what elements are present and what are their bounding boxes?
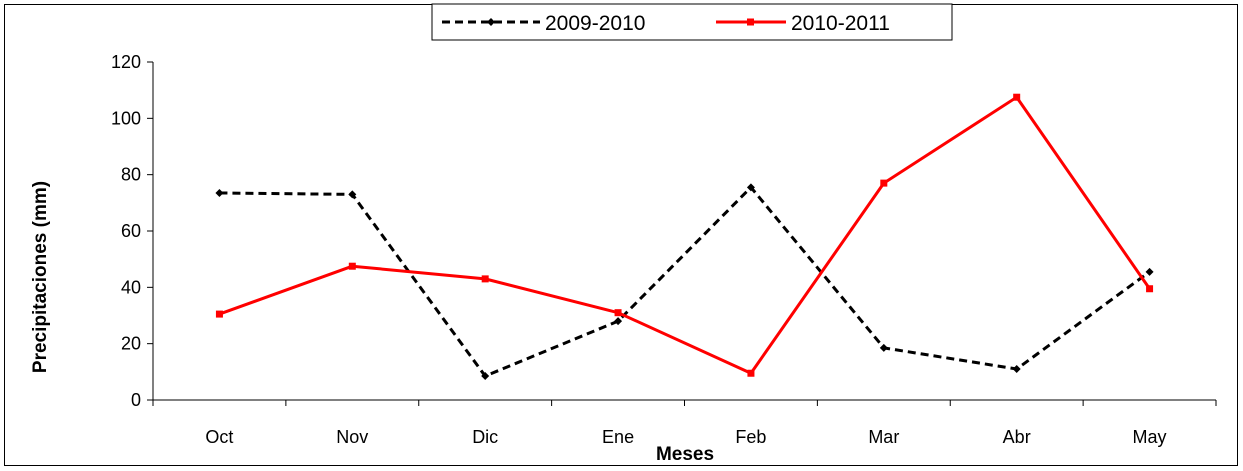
y-tick-label: 100 xyxy=(111,108,141,128)
data-point xyxy=(481,275,489,283)
data-point xyxy=(614,317,623,326)
data-point xyxy=(215,310,223,318)
x-tick-label: Feb xyxy=(735,427,766,447)
y-tick-label: 20 xyxy=(121,334,141,354)
data-point xyxy=(348,190,357,199)
legend-marker-2010-2011 xyxy=(747,18,754,26)
y-axis-title: Precipitaciones (mm) xyxy=(30,181,51,373)
x-tick-label: Mar xyxy=(868,427,899,447)
y-tick-label: 0 xyxy=(131,390,141,410)
data-point xyxy=(1145,267,1154,276)
y-tick-label: 120 xyxy=(111,52,141,72)
axes: 0 20 40 60 80 100 120 Oct Nov Dic Ene Feb Mar Abr May xyxy=(111,52,1217,447)
legend-box xyxy=(431,3,953,41)
data-point xyxy=(614,309,622,317)
x-tick-label: Dic xyxy=(472,427,498,447)
series-line-2009-2010 xyxy=(219,185,1151,378)
legend-label-2009-2010: 2009-2010 xyxy=(545,12,645,35)
data-point xyxy=(1013,93,1021,101)
y-tick-label: 40 xyxy=(121,277,141,297)
chart-frame xyxy=(4,4,1238,466)
data-point xyxy=(1012,365,1021,374)
legend: 2009-2010 2010-2011 xyxy=(431,3,953,41)
series-line-2010-2011 xyxy=(218,95,1151,375)
data-point xyxy=(880,179,888,187)
x-tick-label: Abr xyxy=(1003,427,1031,447)
y-tick-label: 80 xyxy=(121,165,141,185)
data-point xyxy=(348,262,356,270)
x-tick-label: Nov xyxy=(336,427,368,447)
x-tick-label: Ene xyxy=(602,427,634,447)
legend-label-2010-2011: 2010-2011 xyxy=(791,12,890,35)
data-point xyxy=(481,372,490,381)
data-point xyxy=(747,369,755,377)
data-point xyxy=(879,343,888,352)
legend-marker-2009-2010 xyxy=(487,18,495,26)
data-point xyxy=(215,188,224,197)
plot-area xyxy=(215,93,1154,381)
data-point xyxy=(746,183,755,192)
x-tick-label: May xyxy=(1133,427,1167,447)
x-axis-title: Meses xyxy=(656,444,714,465)
data-point xyxy=(1146,285,1154,293)
y-tick-label: 60 xyxy=(121,221,141,241)
x-tick-label: Oct xyxy=(205,427,233,447)
